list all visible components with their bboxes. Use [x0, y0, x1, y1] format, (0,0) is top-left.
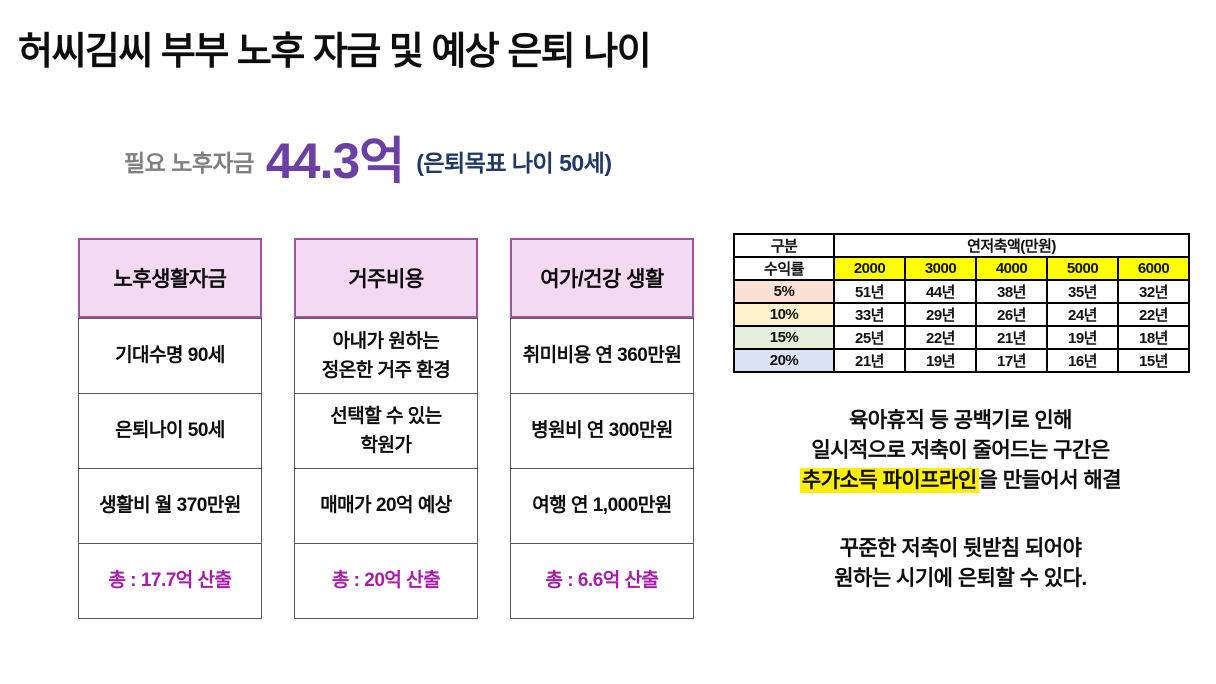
box-leisure-health: 여가/건강 생활 취미비용 연 360만원 병원비 연 300만원 여행 연 1… — [510, 238, 694, 619]
box-housing-costs: 거주비용 아내가 원하는 정온한 거주 환경 선택할 수 있는 학원가 매매가 … — [294, 238, 478, 619]
table-row: 10% 33년 29년 26년 24년 22년 — [733, 302, 1190, 327]
note-line: 일시적으로 저축이 줄어드는 구간은 — [811, 439, 1110, 462]
corner-label-cell: 구분 — [733, 233, 835, 258]
years-cell: 38년 — [975, 279, 1048, 304]
amount-column-cell: 2000 — [833, 256, 906, 281]
years-cell: 26년 — [975, 302, 1048, 327]
years-cell: 16년 — [1046, 348, 1119, 373]
years-cell: 29년 — [904, 302, 977, 327]
box-cell: 취미비용 연 360만원 — [510, 318, 694, 394]
rate-cell: 20% — [733, 348, 835, 373]
amount-column-cell: 6000 — [1117, 256, 1190, 281]
table-row: 5% 51년 44년 38년 35년 32년 — [733, 279, 1190, 304]
rate-cell: 10% — [733, 302, 835, 327]
years-cell: 17년 — [975, 348, 1048, 373]
box-header: 거주비용 — [294, 238, 478, 318]
box-total: 총 : 6.6억 산출 — [510, 543, 694, 619]
required-funds-label: 필요 노후자금 — [124, 150, 254, 176]
table-row: 15% 25년 22년 21년 19년 18년 — [733, 325, 1190, 350]
years-cell: 33년 — [833, 302, 906, 327]
amount-column-cell: 3000 — [904, 256, 977, 281]
note-highlight: 추가소득 파이프라인 — [799, 468, 979, 493]
amount-column-cell: 4000 — [975, 256, 1048, 281]
retirement-target-age-note: (은퇴목표 나이 50세) — [416, 150, 612, 176]
years-cell: 21년 — [833, 348, 906, 373]
box-cell: 은퇴나이 50세 — [78, 393, 262, 469]
box-cell: 생활비 월 370만원 — [78, 468, 262, 544]
box-cell: 병원비 연 300만원 — [510, 393, 694, 469]
box-total: 총 : 20억 산출 — [294, 543, 478, 619]
group-header-cell: 연저축액(만원) — [833, 233, 1190, 258]
years-cell: 32년 — [1117, 279, 1190, 304]
rate-cell: 15% — [733, 325, 835, 350]
required-funds-amount: 44.3억 — [265, 133, 405, 189]
category-boxes: 노후생활자금 기대수명 90세 은퇴나이 50세 생활비 월 370만원 총 :… — [78, 238, 694, 619]
box-cell: 아내가 원하는 정온한 거주 환경 — [294, 318, 478, 394]
savings-years-table: 구분 연저축액(만원) 수익률 2000 3000 4000 5000 6000… — [733, 233, 1190, 373]
rate-cell: 5% — [733, 279, 835, 304]
box-cell: 매매가 20억 예상 — [294, 468, 478, 544]
years-cell: 18년 — [1117, 325, 1190, 350]
years-cell: 25년 — [833, 325, 906, 350]
note-pipeline: 육아휴직 등 공백기로 인해 일시적으로 저축이 줄어드는 구간은 추가소득 파… — [733, 406, 1188, 496]
box-header: 여가/건강 생활 — [510, 238, 694, 318]
years-cell: 21년 — [975, 325, 1048, 350]
years-cell: 51년 — [833, 279, 906, 304]
note-line: 을 만들어서 해결 — [978, 469, 1122, 492]
years-cell: 24년 — [1046, 302, 1119, 327]
box-cell: 기대수명 90세 — [78, 318, 262, 394]
box-header: 노후생활자금 — [78, 238, 262, 318]
years-cell: 15년 — [1117, 348, 1190, 373]
note-steady-savings: 꾸준한 저축이 뒷받침 되어야 원하는 시기에 은퇴할 수 있다. — [733, 534, 1188, 594]
years-cell: 35년 — [1046, 279, 1119, 304]
amount-column-cell: 5000 — [1046, 256, 1119, 281]
table-row-amount-columns: 수익률 2000 3000 4000 5000 6000 — [733, 256, 1190, 281]
required-funds-summary: 필요 노후자금 44.3억 (은퇴목표 나이 50세) — [124, 130, 612, 192]
years-cell: 44년 — [904, 279, 977, 304]
table-row-group-header: 구분 연저축액(만원) — [733, 233, 1190, 258]
box-cell: 선택할 수 있는 학원가 — [294, 393, 478, 469]
note-line: 꾸준한 저축이 뒷받침 되어야 — [839, 537, 1082, 560]
years-cell: 19년 — [904, 348, 977, 373]
box-retirement-living-funds: 노후생활자금 기대수명 90세 은퇴나이 50세 생활비 월 370만원 총 :… — [78, 238, 262, 619]
years-cell: 19년 — [1046, 325, 1119, 350]
years-cell: 22년 — [904, 325, 977, 350]
years-cell: 22년 — [1117, 302, 1190, 327]
row-header-label-cell: 수익률 — [733, 256, 835, 281]
note-line: 원하는 시기에 은퇴할 수 있다. — [834, 567, 1087, 590]
table-row: 20% 21년 19년 17년 16년 15년 — [733, 348, 1190, 373]
note-line: 육아휴직 등 공백기로 인해 — [848, 409, 1073, 432]
box-total: 총 : 17.7억 산출 — [78, 543, 262, 619]
box-cell: 여행 연 1,000만원 — [510, 468, 694, 544]
page-title: 허씨김씨 부부 노후 자금 및 예상 은퇴 나이 — [18, 31, 652, 73]
